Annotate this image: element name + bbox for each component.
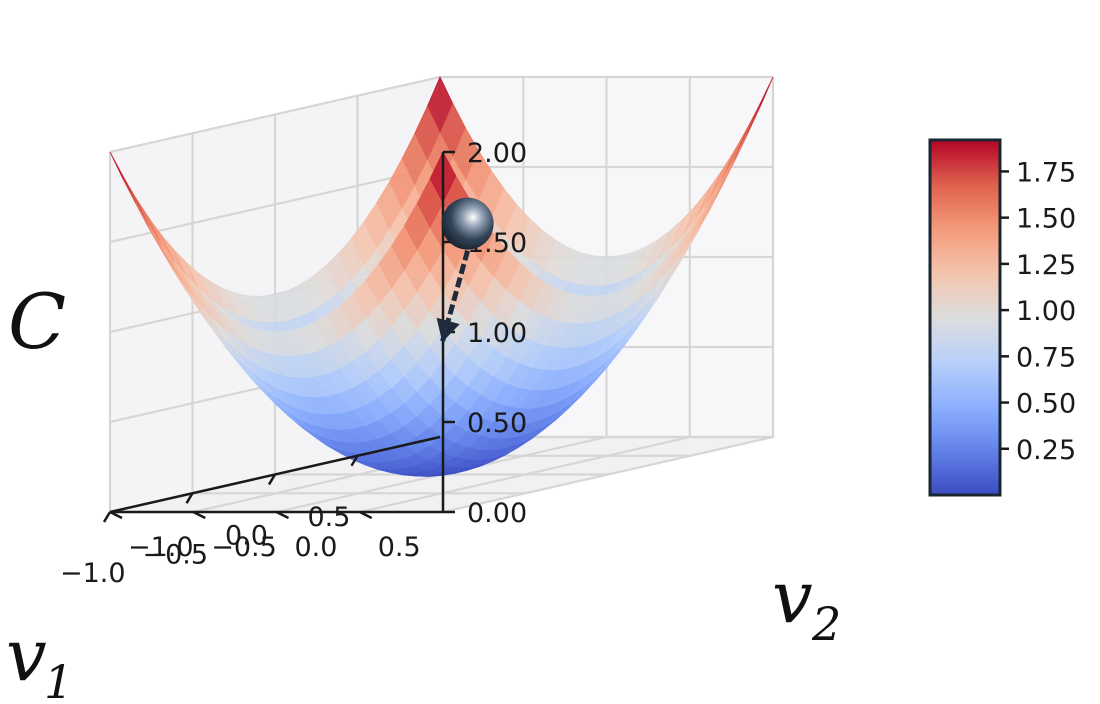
colorbar-tick-label: 1.00: [1016, 296, 1076, 327]
colorbar-tick-label: 0.75: [1016, 342, 1076, 373]
z-tick-label: 1.00: [467, 318, 527, 349]
y-tick-label: 0.5: [378, 532, 421, 563]
y-tick-label: 0.0: [295, 532, 338, 563]
descent-arrow-head: [436, 317, 460, 343]
z-axis-label: C: [8, 277, 66, 366]
colorbar-tick-label: 1.25: [1016, 250, 1076, 281]
y-axis-label-main: v: [772, 555, 813, 639]
x-axis-label-subscript: 1: [44, 655, 73, 704]
x-tick-mark: [350, 455, 359, 467]
colorbar-tick-label: 1.75: [1016, 157, 1076, 188]
colorbar-tick-label: 1.50: [1016, 204, 1076, 235]
y-tick-mark: [359, 510, 373, 520]
gradient-descent-overlay: [436, 197, 494, 343]
x-tick-mark: [267, 473, 277, 486]
colorbar-tick-label: 0.25: [1016, 435, 1076, 466]
y-tick-mark: [109, 510, 123, 520]
y-tick-label: −1.0: [128, 532, 194, 563]
ball: [441, 197, 494, 250]
x-tick-label: 0.5: [308, 502, 351, 533]
x-axis-label-main: v: [6, 613, 47, 697]
z-tick-label: 0.00: [467, 498, 527, 529]
y-axis-label: v 2: [772, 555, 841, 651]
colorbar-tick-label: 0.50: [1016, 389, 1076, 420]
colorbar: 0.25 0.50 0.75 1.00 1.25 1.50 1.75: [928, 138, 1076, 497]
x-tick-mark: [102, 511, 112, 523]
tick-labels: −1.0−0.50.00.5−1.0 −0.5 0.0 0.50.000.501.00…: [60, 138, 527, 589]
x-axis-label: v 1: [6, 613, 73, 704]
y-tick-mark: [275, 510, 290, 520]
y-axis-label-subscript: 2: [811, 597, 841, 651]
y-tick-mark: [192, 510, 206, 520]
x-tick-label: 0.0: [225, 521, 268, 552]
surface-mesh: [109, 76, 774, 477]
y-tick-label: −0.5: [211, 532, 277, 563]
colorbar-ticks: 0.25 0.50 0.75 1.00 1.25 1.50 1.75: [1000, 157, 1076, 466]
z-tick-label: 2.00: [467, 138, 527, 169]
x-tick-label: −0.5: [143, 539, 209, 570]
colorbar-body: [928, 138, 1002, 497]
z-tick-label: 0.50: [467, 408, 527, 439]
x-tick-label: −1.0: [60, 558, 126, 589]
x-tick-mark: [185, 492, 194, 504]
